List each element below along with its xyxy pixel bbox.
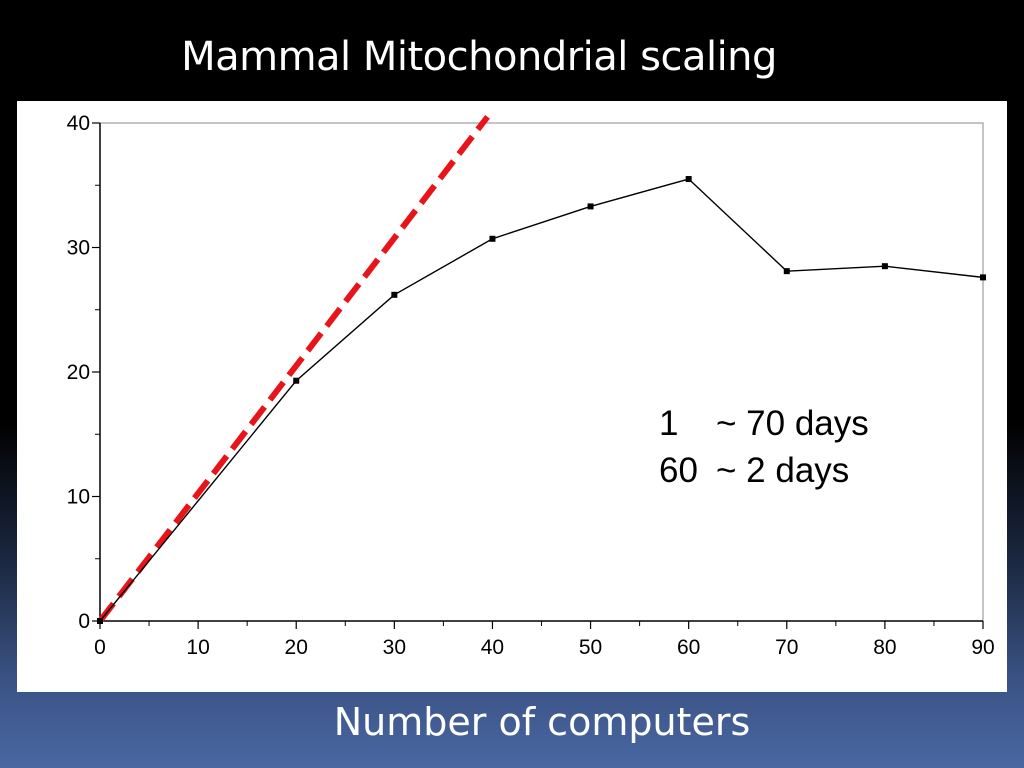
- x-axis-title: Number of computers: [333, 700, 751, 744]
- plot-frame: [99, 122, 984, 622]
- x-tick-label: 60: [677, 636, 700, 659]
- tick-labels: 0 10 20 30 40 50 60 70 80 90 0 10 20 30 40: [67, 112, 995, 659]
- y-tick-label: 0: [78, 610, 90, 633]
- x-tick-label: 90: [971, 636, 994, 659]
- y-tick-label: 20: [67, 361, 90, 384]
- data-point: [293, 377, 300, 384]
- line-chart: 0 10 20 30 40 50 60 70 80 90 0 10 20 30 40 1 ~ 70 days 6…: [67, 112, 995, 659]
- x-tick-label: 40: [481, 636, 504, 659]
- data-point: [881, 263, 888, 270]
- x-tick-label: 0: [94, 636, 106, 659]
- data-point: [685, 176, 692, 183]
- y-tick-label: 40: [67, 112, 90, 135]
- annotation-duration: ~ 70 days: [716, 404, 869, 443]
- data-point: [587, 203, 594, 210]
- data-point: [783, 268, 790, 275]
- chart-panel: 0 10 20 30 40 50 60 70 80 90 0 10 20 30 40 1 ~ 70 days 6…: [17, 101, 1007, 692]
- data-point: [489, 235, 496, 242]
- axes: [92, 122, 984, 629]
- y-tick-label: 10: [67, 486, 90, 509]
- x-tick-label: 50: [579, 636, 602, 659]
- measured-series: [97, 176, 986, 624]
- ideal-scaling-line: [97, 114, 490, 623]
- measured-line: [99, 178, 984, 622]
- x-tick-label: 30: [383, 636, 406, 659]
- data-point: [980, 274, 986, 281]
- annotation-count: 1: [659, 404, 678, 443]
- annotation-duration: ~ 2 days: [716, 451, 849, 490]
- data-point: [391, 291, 398, 298]
- x-tick-label: 80: [873, 636, 896, 659]
- ideal-scaling-series: [97, 114, 490, 623]
- x-tick-label: 70: [775, 636, 798, 659]
- data-point: [97, 618, 103, 624]
- annotation-count: 60: [659, 451, 698, 490]
- annotation-block: 1 ~ 70 days 60 ~ 2 days: [659, 404, 869, 490]
- y-tick-label: 30: [67, 237, 90, 260]
- x-tick-label: 10: [186, 636, 209, 659]
- slide-title: Mammal Mitochondrial scaling: [181, 34, 777, 80]
- x-tick-label: 20: [285, 636, 308, 659]
